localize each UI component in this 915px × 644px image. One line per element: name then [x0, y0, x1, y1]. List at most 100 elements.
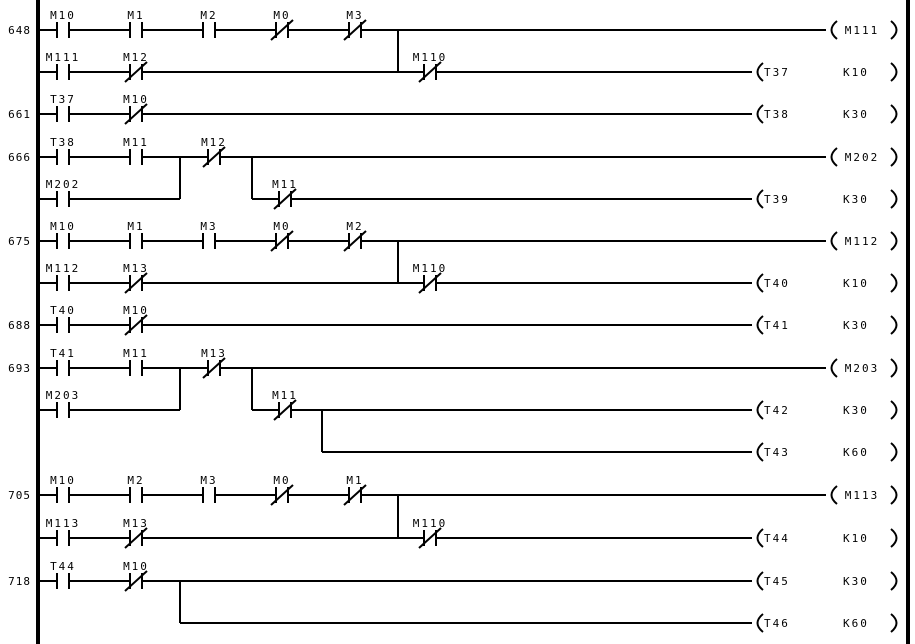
contact-M1-no[interactable]: M1	[127, 9, 144, 39]
contact-gap	[57, 316, 69, 334]
contact-label: M1	[346, 474, 363, 487]
coil-T42[interactable]: T42 K30	[756, 400, 898, 420]
contact-M3-no[interactable]: M3	[200, 220, 217, 250]
contact-M11-no[interactable]: M11	[123, 136, 149, 166]
coil-label: T46	[764, 617, 790, 630]
contact-M10-nc[interactable]: M10	[123, 93, 149, 125]
nc-slash-icon	[270, 484, 294, 506]
contact-M0-nc[interactable]: M0	[270, 474, 294, 506]
contact-M10-nc[interactable]: M10	[123, 560, 149, 592]
contact-T40-no[interactable]: T40	[50, 304, 76, 334]
coil-T40[interactable]: T40 K10	[756, 273, 898, 293]
contact-gap	[57, 63, 69, 81]
contact-gap	[203, 486, 215, 504]
contact-T38-no[interactable]: T38	[50, 136, 76, 166]
coil-M202[interactable]: M202	[830, 147, 898, 167]
contact-label: M12	[201, 136, 227, 149]
contact-M12-nc[interactable]: M12	[201, 136, 227, 168]
nc-slash-icon	[124, 272, 148, 294]
contact-M202-no[interactable]: M202	[46, 178, 81, 208]
contact-M13-nc[interactable]: M13	[123, 517, 149, 549]
coil-close-paren-icon	[890, 20, 898, 40]
coil-label: M113	[845, 489, 880, 502]
contact-M203-no[interactable]: M203	[46, 389, 81, 419]
contact-M10-no[interactable]: M10	[50, 9, 76, 39]
contact-M3-no[interactable]: M3	[200, 474, 217, 504]
coil-T44[interactable]: T44 K10	[756, 528, 898, 548]
timer-preset-value: K30	[843, 575, 869, 588]
contact-M110-nc[interactable]: M110	[413, 262, 448, 294]
contact-M2-no[interactable]: M2	[127, 474, 144, 504]
coil-T37[interactable]: T37 K10	[756, 62, 898, 82]
contact-T41-no[interactable]: T41	[50, 347, 76, 377]
contact-M0-nc[interactable]: M0	[270, 220, 294, 252]
contact-gap	[130, 486, 142, 504]
coil-M112[interactable]: M112	[830, 231, 898, 251]
contact-M11-no[interactable]: M11	[123, 347, 149, 377]
nc-slash-icon	[273, 188, 297, 210]
timer-preset-value: K10	[843, 66, 869, 79]
contact-gap	[57, 105, 69, 123]
contact-gap	[57, 486, 69, 504]
coil-M113[interactable]: M113	[830, 485, 898, 505]
contact-M10-no[interactable]: M10	[50, 474, 76, 504]
nc-slash-icon	[418, 527, 442, 549]
contact-M2-no[interactable]: M2	[200, 9, 217, 39]
coil-open-paren-icon	[756, 571, 764, 591]
contact-M111-no[interactable]: M111	[46, 51, 81, 81]
coil-M203[interactable]: M203	[830, 358, 898, 378]
contact-label: M0	[273, 474, 290, 487]
nc-slash-icon	[124, 570, 148, 592]
contact-M13-nc[interactable]: M13	[123, 262, 149, 294]
coil-T46[interactable]: T46 K60	[756, 613, 898, 633]
coil-close-paren-icon	[890, 147, 898, 167]
contact-label: M110	[413, 262, 448, 275]
contact-M1-no[interactable]: M1	[127, 220, 144, 250]
nc-slash-icon	[124, 103, 148, 125]
nc-slash-icon	[270, 19, 294, 41]
contact-M10-nc[interactable]: M10	[123, 304, 149, 336]
rung-number: 688	[8, 319, 31, 332]
contact-gap	[57, 190, 69, 208]
coil-close-paren-icon	[890, 231, 898, 251]
coil-label: T43	[764, 446, 790, 459]
coil-label: T37	[764, 66, 790, 79]
coil-open-paren-icon	[756, 442, 764, 462]
contact-M113-no[interactable]: M113	[46, 517, 81, 547]
coil-T38[interactable]: T38 K30	[756, 104, 898, 124]
contact-M3-nc[interactable]: M3	[343, 9, 367, 41]
coil-open-paren-icon	[830, 147, 838, 167]
contact-M13-nc[interactable]: M13	[201, 347, 227, 379]
contact-label: M0	[273, 220, 290, 233]
nc-slash-icon	[343, 19, 367, 41]
contact-M0-nc[interactable]: M0	[270, 9, 294, 41]
contact-M112-no[interactable]: M112	[46, 262, 81, 292]
contact-M10-no[interactable]: M10	[50, 220, 76, 250]
coil-T39[interactable]: T39 K30	[756, 189, 898, 209]
coil-T43[interactable]: T43 K60	[756, 442, 898, 462]
contact-M110-nc[interactable]: M110	[413, 51, 448, 83]
contact-M12-nc[interactable]: M12	[123, 51, 149, 83]
nc-slash-icon	[273, 399, 297, 421]
nc-slash-icon	[124, 61, 148, 83]
coil-T41[interactable]: T41 K30	[756, 315, 898, 335]
contact-T37-no[interactable]: T37	[50, 93, 76, 123]
rung-661: 661 T37 M10 T38 K30	[8, 93, 898, 125]
coil-open-paren-icon	[756, 613, 764, 633]
contact-label: M2	[127, 474, 144, 487]
contact-M110-nc[interactable]: M110	[413, 517, 448, 549]
contact-M1-nc[interactable]: M1	[343, 474, 367, 506]
contact-T44-no[interactable]: T44	[50, 560, 76, 590]
contact-M11-nc[interactable]: M11	[272, 389, 298, 421]
contact-M11-nc[interactable]: M11	[272, 178, 298, 210]
coil-label: T45	[764, 575, 790, 588]
contact-gap	[130, 148, 142, 166]
coil-open-paren-icon	[830, 358, 838, 378]
coil-close-paren-icon	[890, 273, 898, 293]
contact-M2-nc[interactable]: M2	[343, 220, 367, 252]
coil-M111[interactable]: M111	[830, 20, 898, 40]
contact-label: M10	[123, 93, 149, 106]
contact-label: M13	[201, 347, 227, 360]
coil-T45[interactable]: T45 K30	[756, 571, 898, 591]
contact-gap	[57, 274, 69, 292]
